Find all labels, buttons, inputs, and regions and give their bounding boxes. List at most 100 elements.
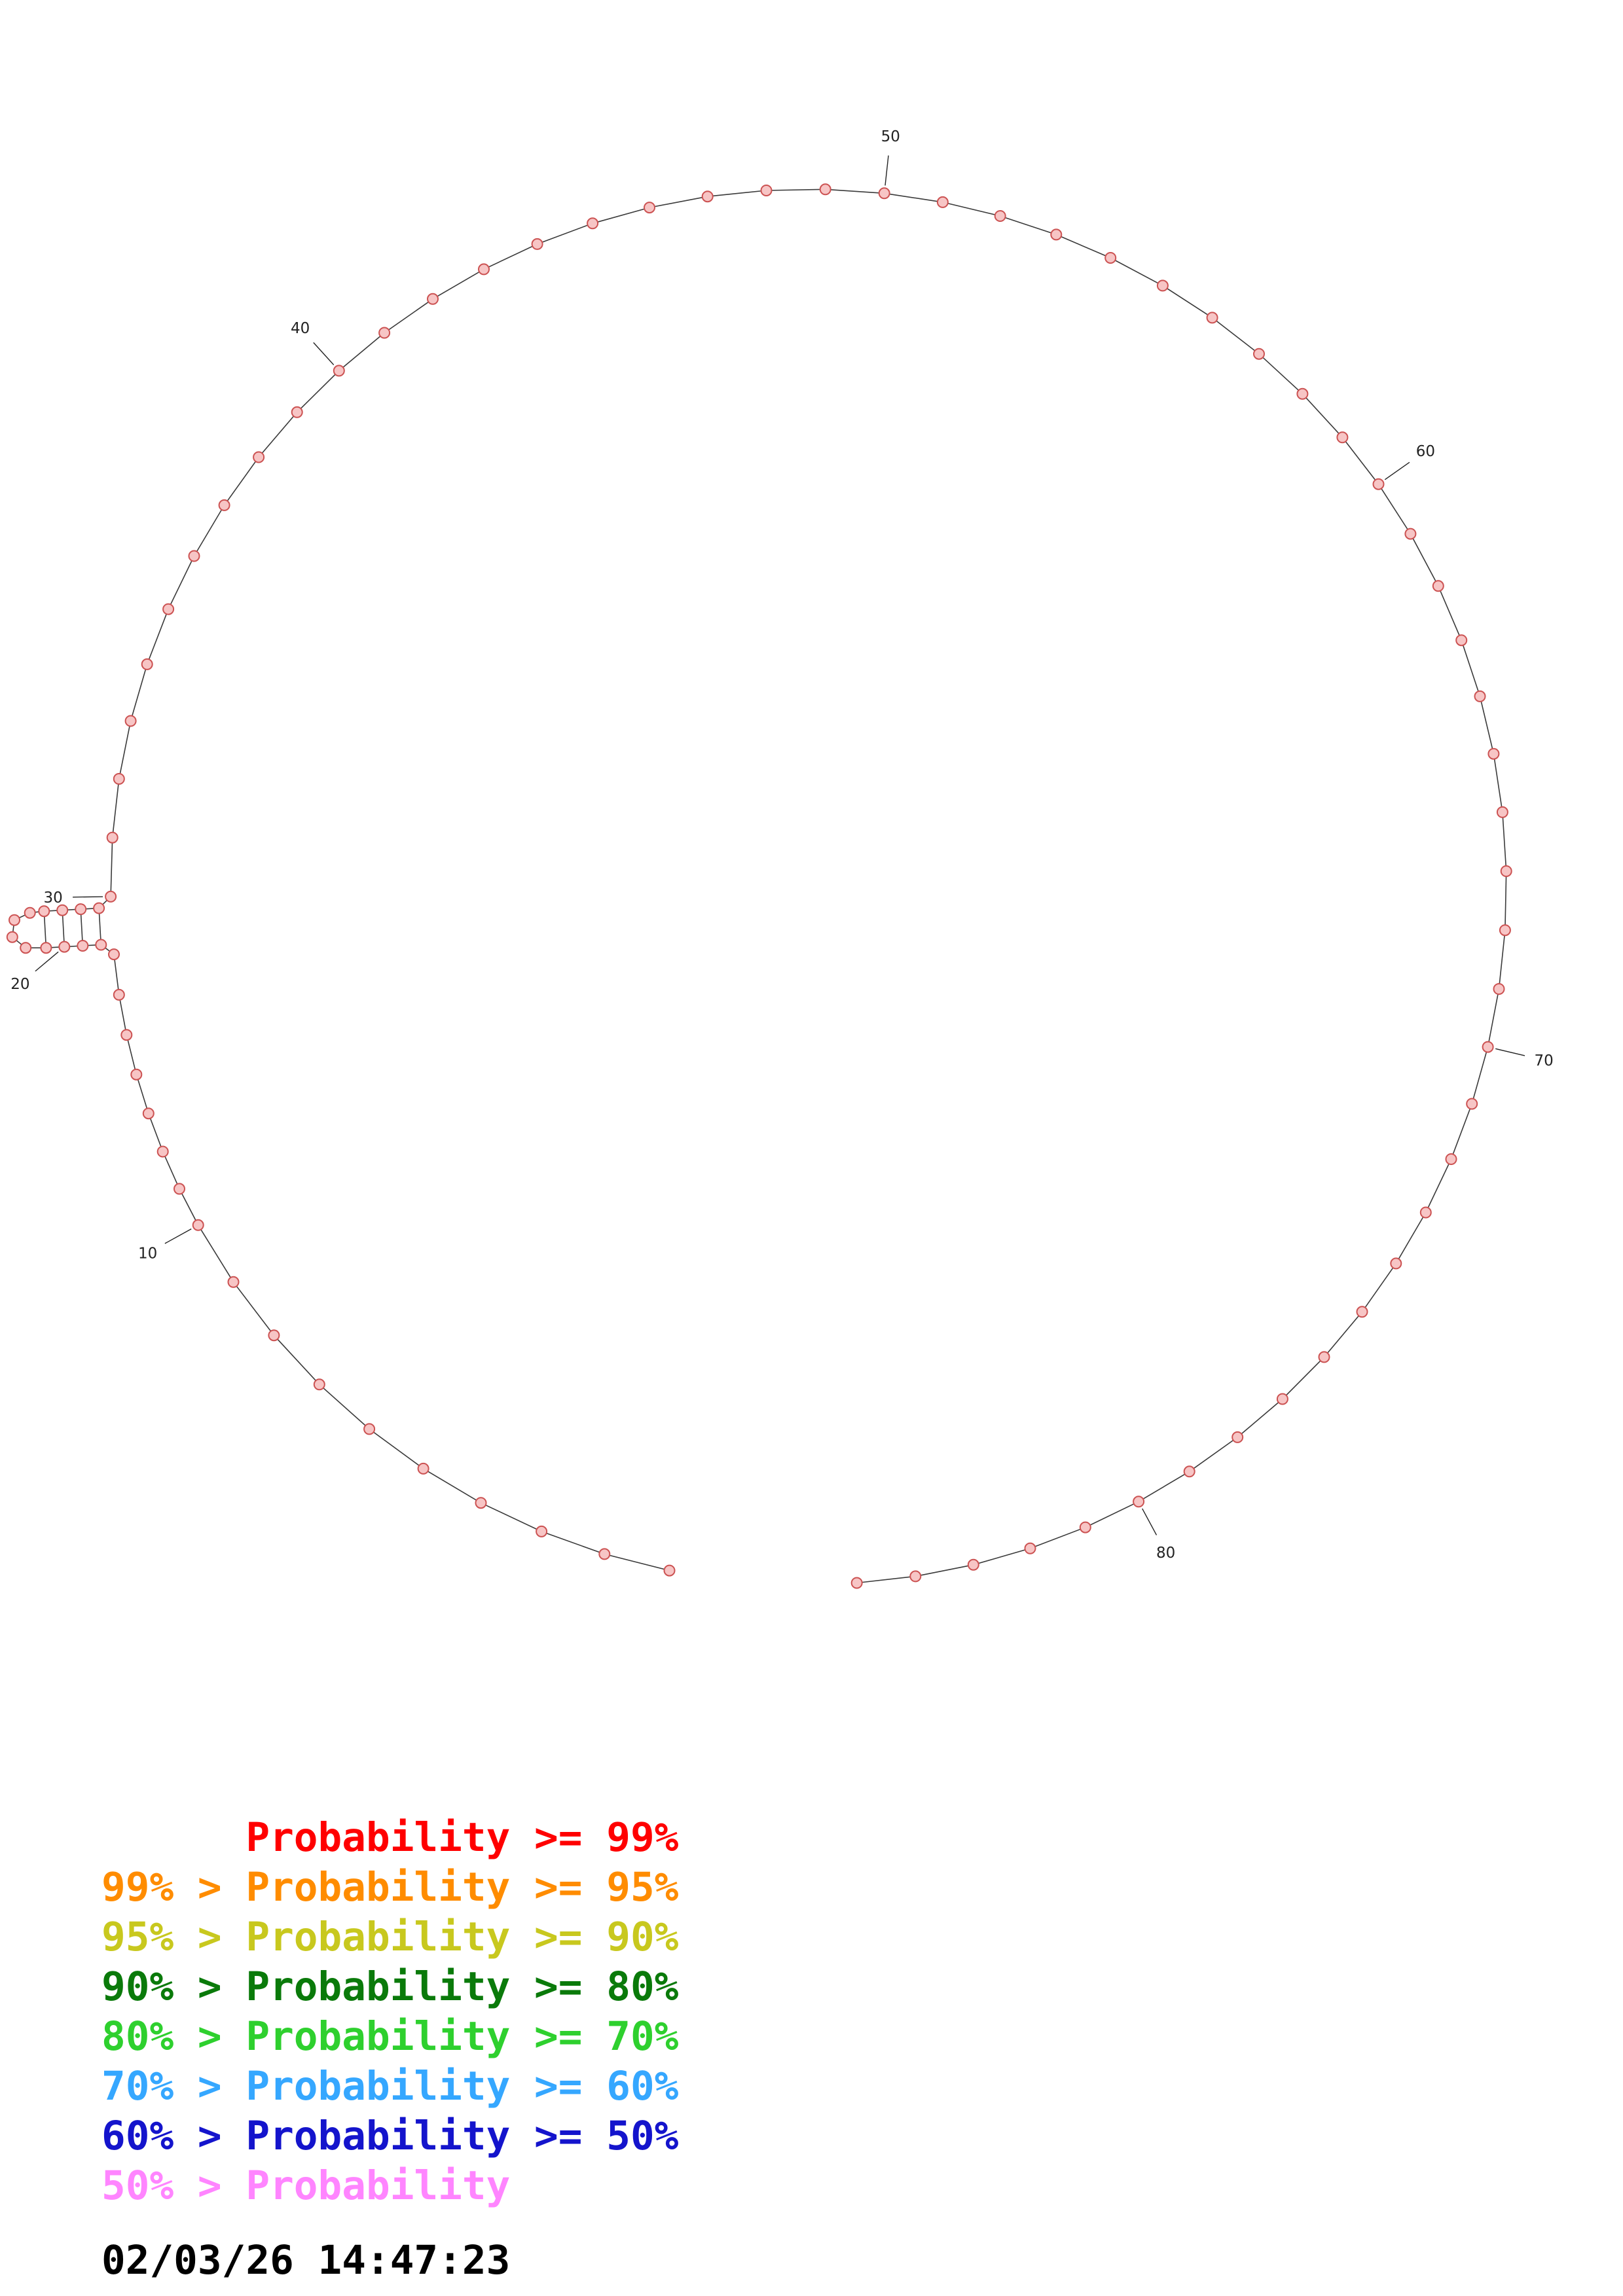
nucleotide-dot: [760, 185, 773, 196]
basepair-line: [43, 911, 47, 948]
probability-legend: Probability >= 99% 99% > Probability >= …: [101, 1813, 678, 2286]
nucleotide-dot: [1474, 690, 1486, 702]
nucleotide-dot: [192, 1219, 204, 1231]
legend-item-p80: 90% > Probability >= 80%: [101, 1964, 679, 2010]
nucleotide-dot: [850, 1577, 863, 1589]
nucleotide-dot: [363, 1423, 376, 1435]
nucleotide-dot: [24, 906, 36, 919]
nucleotide-dot: [113, 988, 125, 1001]
nucleotide-dot: [333, 365, 345, 377]
nucleotide-dot: [475, 1497, 487, 1509]
nucleotide-dot: [130, 1068, 143, 1081]
nucleotide-dot: [313, 1378, 325, 1391]
nucleotide-dot: [188, 550, 200, 562]
nucleotide-dot: [587, 217, 599, 230]
nucleotide-dot: [124, 715, 137, 727]
nucleotide-dot: [9, 914, 20, 926]
nucleotide-dot: [156, 1145, 169, 1158]
nucleotide-dot: [1390, 1257, 1402, 1270]
nucleotide-dot: [40, 942, 52, 954]
nucleotide-dot: [227, 1276, 240, 1288]
nucleotide-dot: [1493, 983, 1505, 995]
basepair-line: [62, 910, 65, 947]
tick-line: [313, 342, 335, 365]
nucleotide-dot: [1445, 1153, 1457, 1165]
legend-item-below50: 50% > Probability: [101, 2162, 511, 2209]
nucleotide-dot: [1024, 1542, 1036, 1554]
nucleotide-dot: [1404, 528, 1417, 540]
nucleotide-dot: [701, 190, 714, 203]
nucleotide-dot: [1183, 1465, 1195, 1478]
nucleotide-dot: [967, 1558, 979, 1571]
tick-label: 30: [43, 889, 62, 906]
nucleotide-dot: [120, 1029, 133, 1041]
nucleotide-dot: [1156, 279, 1169, 292]
tick-line: [1495, 1048, 1525, 1056]
nucleotide-dot: [378, 327, 391, 339]
nucleotide-dot: [218, 499, 230, 511]
nucleotide-dot: [268, 1329, 280, 1342]
nucleotide-dot: [1079, 1521, 1091, 1534]
nucleotide-dot: [56, 904, 69, 916]
nucleotide-dot: [105, 890, 117, 903]
legend-item-p99: Probability >= 99%: [101, 1814, 679, 1861]
nucleotide-dot: [141, 658, 153, 670]
nucleotide-dot: [531, 238, 543, 250]
tick-label: 20: [10, 976, 29, 993]
nucleotide-dot: [1206, 312, 1218, 324]
nucleotide-dot: [417, 1462, 429, 1475]
nucleotide-dot: [1419, 1206, 1432, 1219]
nucleotide-dot: [1500, 865, 1512, 877]
nucleotide-dot: [95, 939, 107, 951]
nucleotide-dot: [478, 263, 490, 276]
tick-label: 60: [1416, 443, 1435, 460]
tick-label: 10: [138, 1246, 157, 1263]
tick-label: 50: [881, 128, 900, 145]
tick-label: 70: [1535, 1052, 1554, 1069]
nucleotide-dot: [1356, 1306, 1368, 1318]
nucleotide-dot: [6, 931, 18, 943]
nucleotide-dot: [1296, 387, 1309, 400]
nucleotide-dot: [108, 948, 120, 961]
nucleotide-dot: [1050, 228, 1063, 241]
nucleotide-dot: [1372, 478, 1385, 490]
backbone-path: [11, 188, 1507, 1584]
nucleotide-dot: [1231, 1431, 1244, 1443]
nucleotide-dot: [162, 603, 175, 615]
nucleotide-dot: [936, 196, 949, 208]
rna-structure-plot: 10 20 30 40 50 60 70 80: [6, 128, 1554, 1589]
tick-line: [1142, 1508, 1158, 1535]
nucleotide-dot: [1432, 580, 1444, 592]
legend-item-p60: 70% > Probability >= 60%: [101, 2063, 679, 2109]
basepair-line: [80, 909, 84, 946]
nucleotide-dot: [1276, 1393, 1288, 1405]
nucleotide-dot: [663, 1564, 676, 1577]
nucleotide-dot: [77, 940, 89, 952]
nucleotide-dot: [38, 905, 50, 918]
tick-line: [35, 951, 59, 972]
nucleotide-dot: [819, 183, 831, 196]
tick-label: 40: [291, 320, 310, 337]
nucleotide-dot: [93, 902, 105, 914]
legend-item-p70: 80% > Probability >= 70%: [101, 2013, 679, 2060]
nucleotide-dot: [1336, 431, 1349, 444]
nucleotide-dot: [291, 406, 303, 418]
tick-line: [884, 155, 889, 186]
legend-item-p90: 95% > Probability >= 90%: [101, 1914, 679, 1960]
nucleotide-dot: [20, 942, 32, 954]
nucleotide-dot: [1466, 1098, 1478, 1110]
nucleotide-dot: [1104, 252, 1117, 264]
nucleotide-dot: [106, 831, 119, 844]
tick-label: 80: [1156, 1545, 1175, 1562]
nucleotide-dot: [173, 1183, 185, 1195]
nucleotide-dot: [1133, 1496, 1145, 1508]
nucleotide-dot: [644, 202, 655, 214]
nucleotide-dot: [58, 941, 71, 953]
nucleotide-dot: [142, 1107, 155, 1120]
nucleotide-dot: [1487, 747, 1500, 760]
nucleotide-dot: [1482, 1041, 1494, 1053]
nucleotide-dot: [113, 773, 125, 785]
nucleotide-dot: [1253, 348, 1265, 360]
nucleotide-dot: [1499, 924, 1511, 937]
timestamp: 02/03/26 14:47:23: [101, 2237, 511, 2284]
